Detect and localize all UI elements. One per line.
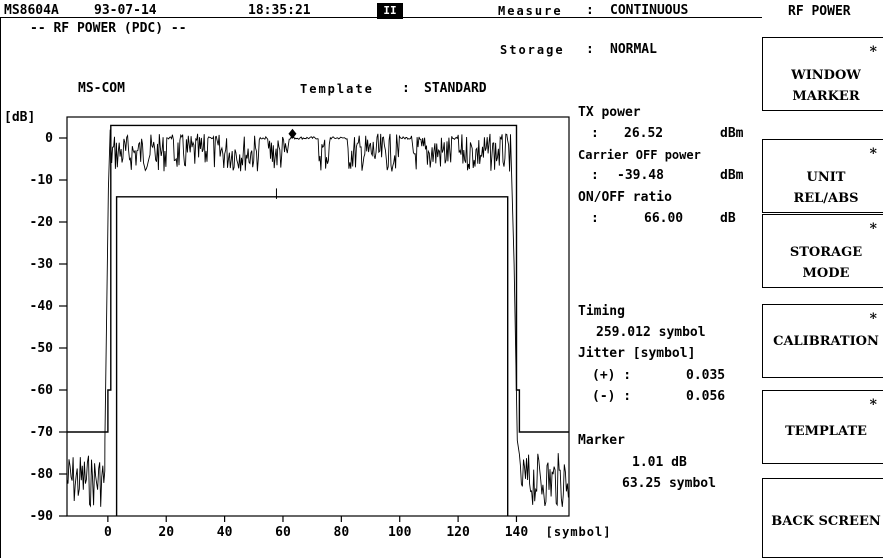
marker-label: Marker	[578, 433, 625, 448]
y-tick-label: 0	[45, 131, 53, 146]
y-tick-label: -80	[30, 467, 54, 482]
plot-frame	[66, 116, 570, 517]
left-border	[0, 17, 1, 558]
marker-symbol-value: 63.25 symbol	[622, 476, 716, 491]
marker-diamond-icon	[288, 128, 297, 139]
x-axis-label: [symbol]	[546, 525, 612, 539]
y-tick-label: -70	[30, 425, 54, 440]
tx-power-colon: :	[591, 126, 599, 141]
x-tick-label: 120	[446, 525, 470, 540]
time: 18:35:21	[248, 3, 311, 18]
y-tick-label: -40	[30, 299, 54, 314]
storage-label: Storage	[500, 43, 565, 57]
softkey-label: MARKER	[792, 89, 860, 104]
y-tick-label: -10	[30, 173, 54, 188]
jitter-plus-label: (+) :	[592, 368, 632, 383]
softkey-label: TEMPLATE	[785, 424, 867, 439]
template-label: Template	[300, 82, 374, 96]
softkey-label: CALIBRATION	[773, 334, 879, 349]
x-tick-label: 40	[217, 525, 233, 540]
x-tick-label: 60	[275, 525, 291, 540]
tx-power-label: TX power	[578, 105, 641, 120]
onoff-ratio-value: 66.00	[644, 211, 684, 226]
measure-label: Measure	[498, 4, 563, 18]
jitter-label: Jitter [symbol]	[578, 346, 696, 361]
softkey-label: UNIT	[806, 170, 846, 185]
model-name: MS8604A	[4, 3, 59, 18]
tx-power-unit: dBm	[720, 126, 744, 141]
softkey-label: WINDOW	[791, 68, 861, 83]
header-rule	[0, 17, 762, 18]
timing-label: Timing	[578, 304, 625, 319]
unit-rel-abs-softkey[interactable]: * UNIT REL/ABS	[762, 139, 883, 213]
softkey-star-icon: *	[869, 146, 877, 162]
panel-title: RF POWER	[788, 4, 851, 19]
x-tick-label: 0	[104, 525, 112, 540]
date: 93-07-14	[94, 3, 157, 18]
onoff-ratio-colon: :	[591, 211, 599, 226]
measure-colon: :	[586, 3, 594, 18]
softkey-label: MODE	[802, 266, 850, 281]
status-indicator: II	[377, 3, 403, 19]
y-tick-label: -50	[30, 341, 54, 356]
measured-trace	[66, 129, 569, 508]
y-tick-label: -90	[30, 509, 54, 524]
template-colon: :	[402, 81, 410, 96]
onoff-ratio-unit: dB	[720, 211, 736, 226]
y-tick-label: -20	[30, 215, 54, 230]
carrier-off-colon: :	[591, 168, 599, 183]
template-softkey[interactable]: * TEMPLATE	[762, 390, 883, 464]
softkey-star-icon: *	[869, 311, 877, 327]
x-tick-label: 140	[505, 525, 529, 540]
mode-label: MS-COM	[78, 81, 125, 96]
storage-value: NORMAL	[610, 42, 657, 57]
softkey-star-icon: *	[869, 44, 877, 60]
template-value: STANDARD	[424, 81, 487, 96]
softkey-star-icon: *	[869, 221, 877, 237]
softkey-label: STORAGE	[789, 245, 863, 260]
softkey-label: REL/ABS	[793, 191, 859, 206]
screen-title: -- RF POWER (PDC) --	[30, 21, 187, 36]
carrier-off-unit: dBm	[720, 168, 744, 183]
back-screen-softkey[interactable]: BACK SCREEN	[762, 478, 883, 558]
jitter-minus-label: (-) :	[592, 389, 632, 404]
y-tick-label: -30	[30, 257, 54, 272]
y-axis-label: [dB]	[4, 110, 35, 125]
x-tick-label: 100	[388, 525, 412, 540]
carrier-off-label: Carrier OFF power	[578, 148, 701, 162]
carrier-off-value: -39.48	[617, 168, 664, 183]
x-tick-label: 20	[158, 525, 174, 540]
template-upper-limit	[67, 124, 569, 433]
tx-power-value: 26.52	[624, 126, 664, 141]
onoff-ratio-label: ON/OFF ratio	[578, 190, 672, 205]
softkey-label: BACK SCREEN	[771, 514, 881, 529]
storage-mode-softkey[interactable]: * STORAGE MODE	[762, 214, 883, 288]
x-tick-label: 80	[334, 525, 350, 540]
timing-value: 259.012 symbol	[596, 325, 706, 340]
template-lower-limit	[115, 196, 509, 516]
window-marker-softkey[interactable]: * WINDOW MARKER	[762, 37, 883, 111]
measure-value: CONTINUOUS	[610, 3, 689, 18]
softkey-star-icon: *	[869, 397, 877, 413]
jitter-minus-value: 0.056	[686, 389, 726, 404]
storage-colon: :	[586, 42, 594, 57]
calibration-softkey[interactable]: * CALIBRATION	[762, 304, 883, 378]
marker-db-value: 1.01 dB	[632, 455, 687, 470]
y-tick-label: -60	[30, 383, 54, 398]
jitter-plus-value: 0.035	[686, 368, 726, 383]
